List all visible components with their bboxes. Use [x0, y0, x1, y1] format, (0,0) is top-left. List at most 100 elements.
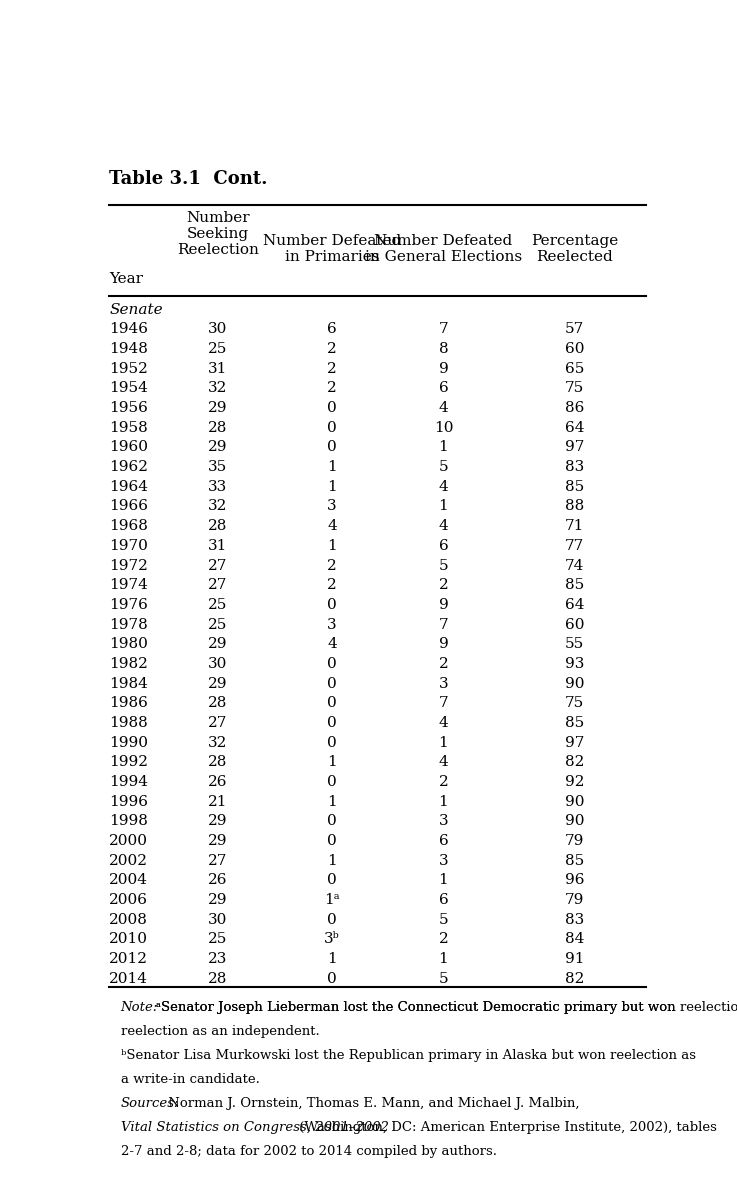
Text: 1: 1 — [327, 539, 337, 553]
Text: 0: 0 — [327, 696, 337, 710]
Text: 1982: 1982 — [109, 656, 148, 671]
Text: 0: 0 — [327, 401, 337, 415]
Text: 30: 30 — [208, 913, 228, 926]
Text: 2: 2 — [439, 656, 448, 671]
Text: 82: 82 — [565, 755, 584, 769]
Text: 21: 21 — [208, 794, 228, 809]
Text: 75: 75 — [565, 382, 584, 395]
Text: 4: 4 — [439, 480, 448, 493]
Text: (Washington, DC: American Enterprise Institute, 2002), tables: (Washington, DC: American Enterprise Ins… — [295, 1121, 717, 1134]
Text: 2000: 2000 — [109, 834, 148, 848]
Text: 1990: 1990 — [109, 736, 148, 750]
Text: 1978: 1978 — [109, 618, 148, 631]
Text: 86: 86 — [565, 401, 584, 415]
Text: 1996: 1996 — [109, 794, 148, 809]
Text: 10: 10 — [433, 421, 453, 434]
Text: 1960: 1960 — [109, 440, 148, 455]
Text: 30: 30 — [208, 323, 228, 336]
Text: 9: 9 — [439, 637, 448, 652]
Text: 77: 77 — [565, 539, 584, 553]
Text: Number Defeated
in Primaries: Number Defeated in Primaries — [263, 234, 401, 264]
Text: 1: 1 — [327, 853, 337, 868]
Text: 57: 57 — [565, 323, 584, 336]
Text: 1970: 1970 — [109, 539, 148, 553]
Text: 29: 29 — [208, 401, 228, 415]
Text: 23: 23 — [208, 952, 228, 966]
Text: 0: 0 — [327, 736, 337, 750]
Text: 1988: 1988 — [109, 716, 148, 730]
Text: 32: 32 — [208, 736, 228, 750]
Text: Norman J. Ornstein, Thomas E. Mann, and Michael J. Malbin,: Norman J. Ornstein, Thomas E. Mann, and … — [164, 1097, 579, 1110]
Text: 2008: 2008 — [109, 913, 148, 926]
Text: 3ᵇ: 3ᵇ — [324, 932, 340, 947]
Text: 55: 55 — [565, 637, 584, 652]
Text: ᵇSenator Lisa Murkowski lost the Republican primary in Alaska but won reelection: ᵇSenator Lisa Murkowski lost the Republi… — [121, 1049, 696, 1062]
Text: 85: 85 — [565, 853, 584, 868]
Text: 84: 84 — [565, 932, 584, 947]
Text: 1: 1 — [439, 794, 448, 809]
Text: 2: 2 — [327, 361, 337, 376]
Text: 0: 0 — [327, 815, 337, 828]
Text: 0: 0 — [327, 913, 337, 926]
Text: 96: 96 — [565, 874, 584, 888]
Text: 82: 82 — [565, 972, 584, 986]
Text: 27: 27 — [208, 716, 228, 730]
Text: 32: 32 — [208, 499, 228, 514]
Text: 0: 0 — [327, 834, 337, 848]
Text: 25: 25 — [208, 342, 228, 356]
Text: Vital Statistics on Congress, 2001–2002: Vital Statistics on Congress, 2001–2002 — [121, 1121, 388, 1134]
Text: 26: 26 — [208, 775, 228, 788]
Text: 75: 75 — [565, 696, 584, 710]
Text: 65: 65 — [565, 361, 584, 376]
Text: 27: 27 — [208, 578, 228, 592]
Text: 7: 7 — [439, 323, 448, 336]
Text: 91: 91 — [565, 952, 584, 966]
Text: 1: 1 — [439, 440, 448, 455]
Text: 1992: 1992 — [109, 755, 148, 769]
Text: a write-in candidate.: a write-in candidate. — [121, 1073, 259, 1086]
Text: 0: 0 — [327, 677, 337, 690]
Text: 1986: 1986 — [109, 696, 148, 710]
Text: Number
Seeking
Reelection: Number Seeking Reelection — [177, 210, 259, 257]
Text: 1: 1 — [327, 755, 337, 769]
Text: 35: 35 — [208, 460, 228, 474]
Text: 2004: 2004 — [109, 874, 148, 888]
Text: 0: 0 — [327, 874, 337, 888]
Text: 1976: 1976 — [109, 598, 148, 612]
Text: 4: 4 — [439, 755, 448, 769]
Text: 85: 85 — [565, 480, 584, 493]
Text: 30: 30 — [208, 656, 228, 671]
Text: Note:: Note: — [121, 1001, 158, 1014]
Text: 92: 92 — [565, 775, 584, 788]
Text: 4: 4 — [327, 637, 337, 652]
Text: 2: 2 — [439, 932, 448, 947]
Text: 3: 3 — [439, 853, 448, 868]
Text: 4: 4 — [439, 401, 448, 415]
Text: 74: 74 — [565, 558, 584, 572]
Text: reelection as an independent.: reelection as an independent. — [121, 1025, 319, 1038]
Text: 27: 27 — [208, 558, 228, 572]
Text: 1968: 1968 — [109, 520, 148, 533]
Text: 1: 1 — [327, 952, 337, 966]
Text: 28: 28 — [208, 421, 228, 434]
Text: 0: 0 — [327, 440, 337, 455]
Text: 2014: 2014 — [109, 972, 148, 986]
Text: 3: 3 — [439, 677, 448, 690]
Text: 71: 71 — [565, 520, 584, 533]
Text: 2010: 2010 — [109, 932, 148, 947]
Text: 0: 0 — [327, 421, 337, 434]
Text: Percentage
Reelected: Percentage Reelected — [531, 234, 618, 264]
Text: 1980: 1980 — [109, 637, 148, 652]
Text: 2002: 2002 — [109, 853, 148, 868]
Text: 1: 1 — [439, 736, 448, 750]
Text: 0: 0 — [327, 716, 337, 730]
Text: 1: 1 — [327, 480, 337, 493]
Text: 29: 29 — [208, 677, 228, 690]
Text: 0: 0 — [327, 656, 337, 671]
Text: 5: 5 — [439, 972, 448, 986]
Text: 90: 90 — [565, 815, 584, 828]
Text: 28: 28 — [208, 696, 228, 710]
Text: 4: 4 — [439, 716, 448, 730]
Text: 6: 6 — [439, 893, 448, 907]
Text: Sources:: Sources: — [121, 1097, 179, 1110]
